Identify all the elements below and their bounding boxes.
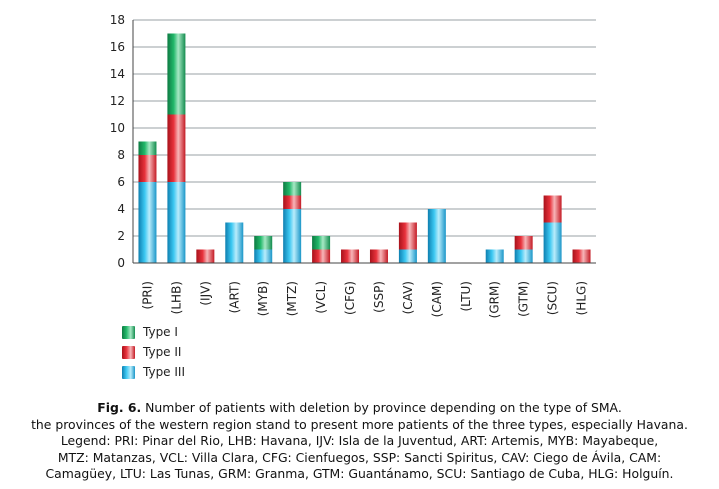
x-tick-label: (GRM) (488, 281, 502, 318)
x-tick-label: (IJV) (198, 281, 212, 306)
legend-item-type-ii: Type II (122, 342, 185, 362)
y-tick-label: 10 (110, 121, 125, 135)
caption-title: Number of patients with deletion by prov… (145, 400, 622, 415)
x-tick-label: (LHB) (169, 281, 183, 314)
y-tick-label: 0 (117, 256, 125, 270)
bar-ssp-type-ii (369, 249, 388, 263)
caption-line-2: the provinces of the western region stan… (31, 416, 688, 432)
bar-hlg-type-ii (572, 249, 591, 263)
stacked-bar-chart: 0 2 4 6 8 10 12 14 16 18 (PRI) (LHB) (IJV) (ART) (MYB)… (110, 13, 596, 318)
x-tick-label: (VCL) (314, 281, 328, 314)
legend-label-type-iii: Type III (143, 365, 185, 379)
x-tick-label: (CFG) (343, 281, 357, 315)
bar-lhb-type-iii (167, 182, 186, 263)
caption-line-4: MTZ: Matanzas, VCL: Villa Clara, CFG: Ci… (57, 449, 662, 465)
figure-label: Fig. 6. (97, 400, 142, 415)
bar-myb-type-i (254, 236, 273, 250)
x-tick-label: (SCU) (546, 281, 560, 315)
legend-swatch-type-i (122, 325, 135, 339)
x-tick-label: (ART) (227, 281, 241, 313)
bar-cav-type-iii (398, 249, 417, 263)
bar-lhb-type-ii (167, 114, 186, 182)
legend-label-type-ii: Type II (143, 345, 182, 359)
legend-swatch-type-iii (122, 365, 135, 379)
bar-lhb-type-i (167, 33, 186, 115)
y-tick-label: 8 (117, 148, 125, 162)
bar-mtz-type-iii (283, 209, 302, 263)
x-tick-label: (CAM) (430, 281, 444, 317)
x-tick-label: (PRI) (140, 281, 154, 309)
y-tick-label: 2 (117, 229, 125, 243)
x-tick-label: (HLG) (575, 281, 589, 315)
axes: 0 2 4 6 8 10 12 14 16 18 (PRI) (LHB) (IJV) (ART) (MYB)… (110, 13, 596, 318)
bar-scu-type-iii (543, 222, 562, 263)
bar-pri-type-iii (138, 182, 157, 263)
bar-cav-type-ii (398, 222, 417, 250)
y-tick-label: 14 (110, 67, 125, 81)
y-tick-label: 16 (110, 40, 125, 54)
bar-mtz-type-ii (283, 195, 302, 209)
x-tick-label: (SSP) (372, 281, 386, 313)
bar-myb-type-iii (254, 249, 273, 263)
bar-vcl-type-ii (312, 249, 331, 263)
x-tick-label: (CAV) (401, 281, 415, 314)
caption-line-5: Camagüey, LTU: Las Tunas, GRM: Granma, G… (45, 466, 674, 481)
bar-pri-type-ii (138, 155, 157, 182)
y-tick-label: 18 (110, 13, 125, 27)
y-tick-label: 6 (117, 175, 125, 189)
y-tick-label: 12 (110, 94, 125, 108)
x-tick-label: (GTM) (517, 281, 531, 317)
x-tick-label: (MYB) (256, 281, 270, 316)
x-tick-label: (LTU) (459, 281, 473, 312)
legend-label-type-i: Type I (143, 325, 178, 339)
bars (138, 33, 591, 263)
bar-vcl-type-i (312, 236, 331, 250)
bar-cam-type-iii (427, 209, 446, 263)
legend-item-type-iii: Type III (122, 362, 185, 382)
bar-ijv-type-ii (196, 249, 215, 263)
bar-gtm-type-iii (514, 249, 533, 263)
bar-mtz-type-i (283, 182, 302, 196)
bar-gtm-type-ii (514, 236, 533, 250)
bar-pri-type-i (138, 141, 157, 155)
caption-line-3: Legend: PRI: Pinar del Rio, LHB: Havana,… (60, 433, 659, 448)
figure-caption: Fig. 6. Number of patients with deletion… (0, 400, 719, 483)
x-tick-label: (MTZ) (285, 281, 299, 316)
legend-swatch-type-ii (122, 345, 135, 359)
legend: Type I Type II Type III (122, 322, 185, 382)
legend-item-type-i: Type I (122, 322, 185, 342)
bar-cfg-type-ii (341, 249, 360, 263)
y-tick-label: 4 (117, 202, 125, 216)
bar-grm-type-iii (485, 249, 504, 263)
bar-scu-type-ii (543, 195, 562, 223)
caption-line-1: Fig. 6. Number of patients with deletion… (0, 400, 719, 417)
bar-art-type-iii (225, 222, 244, 263)
grid-lines (133, 19, 596, 237)
